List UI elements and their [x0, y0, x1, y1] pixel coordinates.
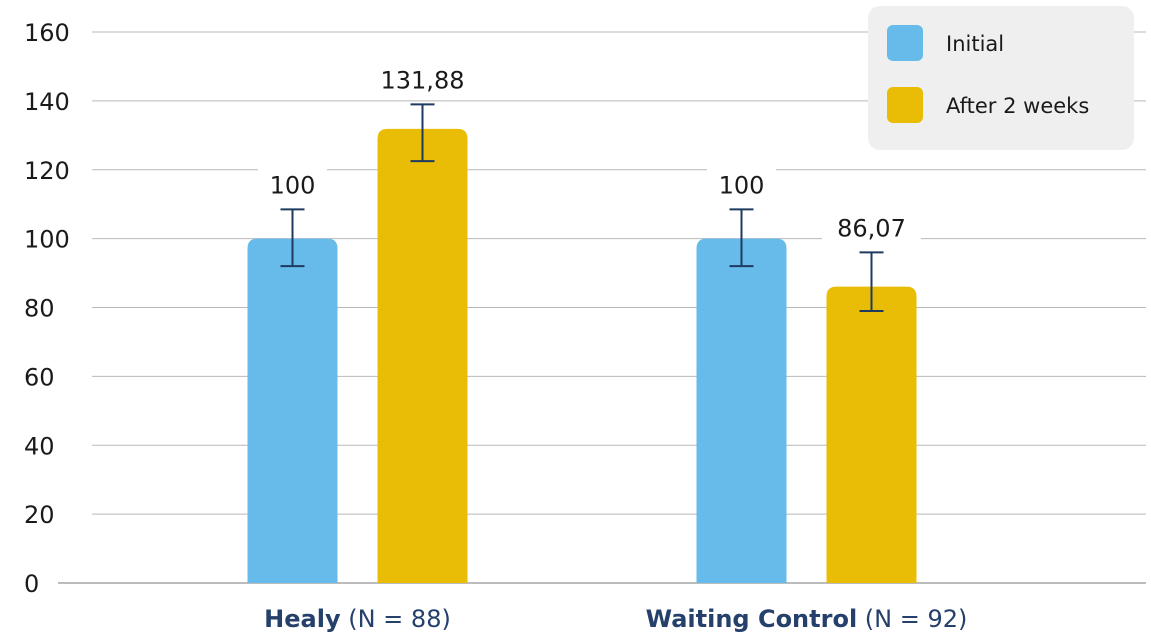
y-tick-label-100: 100 — [24, 226, 70, 254]
value-label-backdrop — [258, 165, 327, 204]
bar-after-2-weeks-1 — [826, 286, 917, 583]
error-bars — [280, 103, 884, 312]
legend-swatch-1 — [887, 87, 923, 123]
error-bar-1-1 — [859, 251, 884, 312]
legend-label-1: After 2 weeks — [946, 94, 1089, 118]
y-tick-label-140: 140 — [24, 88, 70, 116]
error-bar-1-0 — [410, 103, 435, 163]
y-tick-label-120: 120 — [24, 157, 70, 185]
value-labels: 100 100 131,88 86,07 — [258, 60, 921, 247]
value-label: 86,07 — [837, 214, 906, 242]
value-label: 131,88 — [381, 66, 465, 94]
value-label-backdrop — [822, 208, 921, 247]
value-label: 100 — [719, 171, 765, 199]
category-name: Waiting Control — [646, 605, 858, 633]
error-bar-0-1 — [729, 208, 754, 268]
y-tick-label-0: 0 — [24, 570, 39, 598]
value-label-backdrop — [365, 60, 480, 99]
x-category-label-0: Healy (N = 88) — [264, 605, 451, 633]
y-tick-label-60: 60 — [24, 363, 55, 391]
value-label: 100 — [270, 171, 316, 199]
y-tick-label-20: 20 — [24, 501, 55, 529]
legend: Initial After 2 weeks — [868, 6, 1134, 150]
y-tick-label-160: 160 — [24, 19, 70, 47]
x-axis-categories: Healy (N = 88) Waiting Control (N = 92) — [264, 605, 967, 633]
legend-swatch-0 — [887, 25, 923, 61]
bar-after-2-weeks-0 — [377, 128, 468, 583]
category-sample-size: (N = 88) — [341, 605, 451, 633]
legend-label-0: Initial — [946, 32, 1004, 56]
category-sample-size: (N = 92) — [857, 605, 967, 633]
bars — [247, 128, 917, 583]
y-axis-ticks: 0 20 40 60 80 100 120 140 160 — [24, 19, 70, 598]
legend-box — [868, 6, 1134, 150]
y-tick-label-40: 40 — [24, 432, 55, 460]
x-category-label-1: Waiting Control (N = 92) — [646, 605, 968, 633]
bar-initial-1 — [696, 238, 787, 583]
value-label-backdrop — [707, 165, 776, 204]
error-bar-0-0 — [280, 208, 305, 268]
category-name: Healy — [264, 605, 341, 633]
bar-initial-0 — [247, 238, 338, 583]
y-tick-label-80: 80 — [24, 295, 55, 323]
